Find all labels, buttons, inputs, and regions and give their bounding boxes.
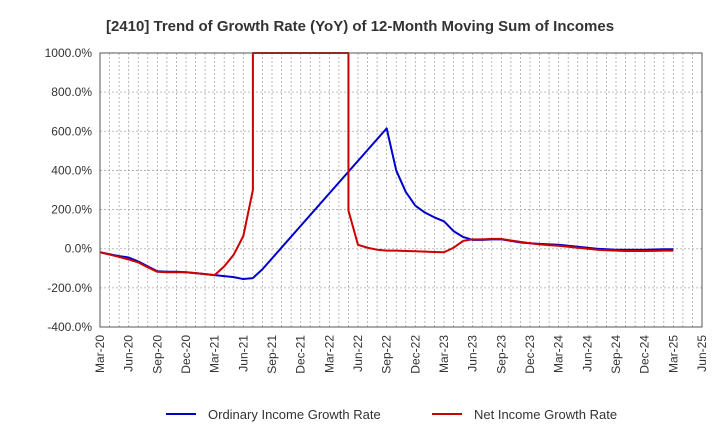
- x-tick-label: Jun-24: [580, 335, 594, 372]
- x-tick-label: Mar-25: [666, 335, 680, 373]
- chart-title: [2410] Trend of Growth Rate (YoY) of 12-…: [106, 18, 614, 35]
- x-tick-label: Mar-24: [552, 335, 566, 373]
- x-tick-label: Dec-23: [523, 335, 537, 374]
- x-tick-label: Dec-22: [408, 335, 422, 374]
- x-tick-label: Mar-21: [208, 335, 222, 373]
- y-axis: 1000.0% 800.0% 600.0% 400.0% 200.0% 0.0% -200.…: [45, 46, 93, 334]
- x-tick-label: Sep-20: [150, 335, 164, 374]
- y-tick-label: 800.0%: [51, 85, 92, 99]
- x-tick-label: Jun-21: [236, 335, 250, 372]
- x-tick-label: Jun-25: [695, 335, 709, 372]
- y-tick-label: 0.0%: [65, 242, 93, 256]
- y-tick-label: 400.0%: [51, 163, 92, 177]
- plot-frame: [99, 52, 703, 328]
- x-tick-label: Jun-20: [122, 335, 136, 372]
- x-tick-label: Dec-20: [179, 335, 193, 374]
- x-tick-label: Dec-21: [294, 335, 308, 374]
- x-tick-label: Mar-23: [437, 335, 451, 373]
- y-tick-label: -200.0%: [47, 281, 92, 295]
- y-tick-label: -400.0%: [47, 320, 92, 334]
- legend-label-ordinary-income: Ordinary Income Growth Rate: [208, 407, 381, 422]
- legend: Ordinary Income Growth Rate Net Income G…: [166, 407, 617, 422]
- x-tick-label: Sep-23: [494, 335, 508, 374]
- x-tick-label: Sep-21: [265, 335, 279, 374]
- y-tick-label: 1000.0%: [45, 46, 93, 60]
- x-tick-label: Mar-22: [322, 335, 336, 373]
- legend-label-net-income: Net Income Growth Rate: [474, 407, 617, 422]
- x-axis: Mar-20 Jun-20 Sep-20 Dec-20 Mar-21 Jun-21 Sep-…: [93, 335, 709, 374]
- x-tick-label: Dec-24: [638, 335, 652, 374]
- x-tick-label: Jun-22: [351, 335, 365, 372]
- y-tick-label: 600.0%: [51, 124, 92, 138]
- series-line-1: [99, 52, 674, 277]
- grid-lines: [99, 52, 703, 328]
- x-tick-label: Jun-23: [466, 335, 480, 372]
- series-layer: [99, 52, 674, 281]
- y-tick-label: 200.0%: [51, 203, 92, 217]
- x-tick-label: Sep-22: [380, 335, 394, 374]
- x-tick-label: Sep-24: [609, 335, 623, 374]
- x-tick-label: Mar-20: [93, 335, 107, 373]
